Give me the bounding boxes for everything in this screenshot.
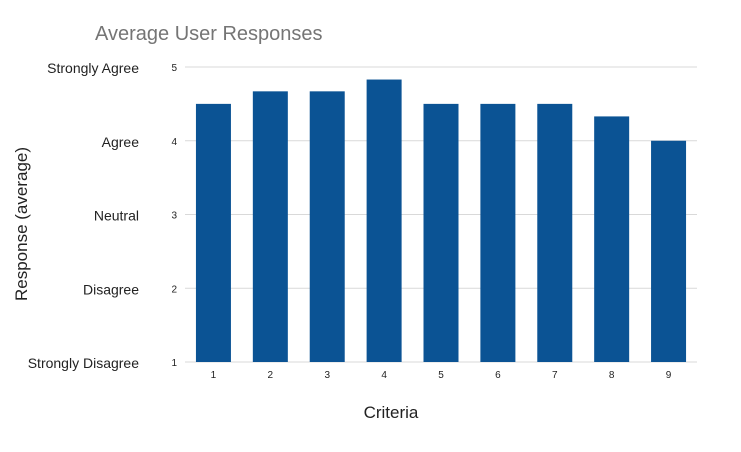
x-tick-label: 6 <box>495 370 501 381</box>
y-category-label: Strongly Agree <box>47 60 139 76</box>
y-category-label: Neutral <box>94 208 139 224</box>
y-axis-ticks: 1 2 3 4 5 <box>171 63 177 369</box>
y-axis-title: Response (average) <box>12 147 31 301</box>
bar <box>252 91 288 363</box>
y-tick-label: 1 <box>171 358 177 369</box>
x-tick-label: 3 <box>324 370 330 381</box>
y-tick-label: 4 <box>171 137 177 148</box>
x-tick-label: 1 <box>211 370 217 381</box>
bar <box>651 140 687 362</box>
y-tick-label: 3 <box>171 211 177 222</box>
x-tick-label: 7 <box>552 370 558 381</box>
y-axis-category-labels: Strongly Disagree Disagree Neutral Agree Str… <box>28 60 139 371</box>
bar <box>366 79 402 362</box>
x-tick-label: 2 <box>268 370 274 381</box>
y-tick-label: 5 <box>171 63 177 74</box>
chart-title: Average User Responses <box>95 23 323 45</box>
x-axis-title: Criteria <box>364 403 419 422</box>
x-tick-label: 4 <box>381 370 387 381</box>
bar <box>537 103 573 362</box>
bar <box>480 103 516 362</box>
x-tick-label: 9 <box>666 370 672 381</box>
bars <box>195 79 687 363</box>
bar <box>423 103 459 362</box>
x-tick-label: 5 <box>438 370 444 381</box>
y-category-label: Agree <box>102 134 140 150</box>
bar <box>195 103 231 362</box>
bar <box>594 116 630 362</box>
bar <box>309 91 345 363</box>
x-tick-label: 8 <box>609 370 615 381</box>
y-category-label: Disagree <box>83 281 139 297</box>
x-axis-ticks: 1 2 3 4 5 6 7 8 9 <box>211 370 672 381</box>
y-category-label: Strongly Disagree <box>28 355 139 371</box>
y-tick-label: 2 <box>171 284 177 295</box>
